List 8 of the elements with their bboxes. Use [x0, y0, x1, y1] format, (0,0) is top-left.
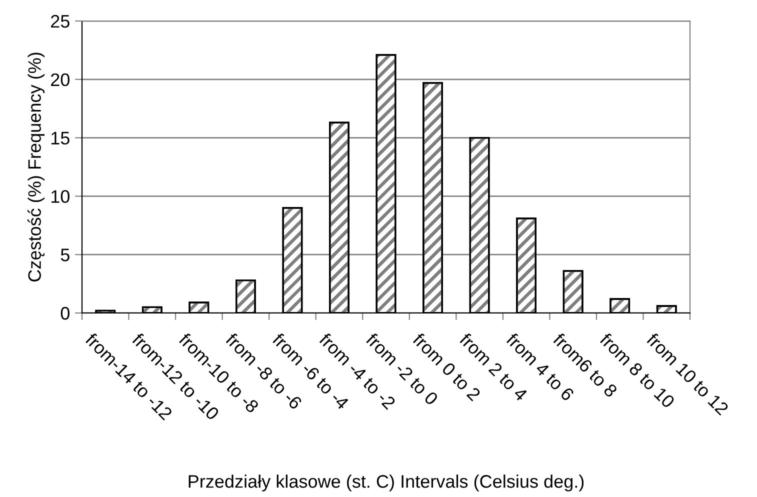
y-tick-label: 15: [51, 132, 70, 145]
y-tick-label: 5: [60, 248, 70, 262]
y-tick-label: 0: [60, 306, 70, 320]
y-tick-label: 10: [51, 190, 70, 203]
y-tick-label: 25: [51, 14, 70, 28]
x-axis-title: Przedziały klasowe (st. C) Intervals (Celsius deg.): [188, 474, 584, 492]
y-axis-title: Częstość (%) Frequency (%): [28, 52, 45, 282]
y-tick-label: 20: [51, 73, 70, 86]
